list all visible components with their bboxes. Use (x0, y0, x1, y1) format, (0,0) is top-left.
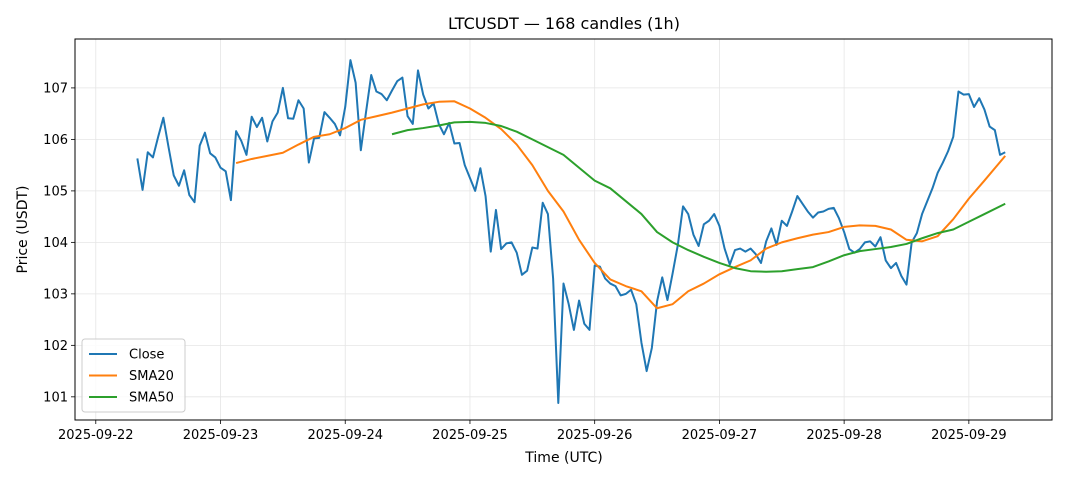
x-tick-label: 2025-09-24 (307, 428, 383, 443)
series-line-sma50 (391, 120, 1006, 273)
x-tick-label: 2025-09-28 (806, 428, 882, 443)
x-tick-label: 2025-09-23 (183, 428, 259, 443)
plot-lines (136, 59, 1006, 405)
x-tick-label: 2025-09-26 (557, 428, 633, 443)
x-tick-label: 2025-09-25 (432, 428, 508, 443)
y-axis-label: Price (USDT) (15, 186, 31, 274)
series-line-sma20 (235, 100, 1006, 310)
y-axis: 101 102 103 104 105 106 107 (43, 81, 75, 405)
y-tick-label: 105 (43, 184, 68, 199)
chart-title: LTCUSDT — 168 candles (1h) (448, 14, 680, 33)
y-tick-label: 104 (43, 236, 68, 251)
x-tick-label: 2025-09-27 (682, 428, 758, 443)
y-tick-label: 102 (43, 339, 68, 354)
x-tick-label: 2025-09-22 (58, 428, 134, 443)
y-tick-label: 103 (43, 287, 68, 302)
legend: Close SMA20 SMA50 (81, 338, 186, 413)
x-axis: 2025-09-22 2025-09-23 2025-09-24 2025-09-25… (58, 420, 1007, 443)
legend-label: SMA50 (129, 391, 174, 406)
legend-label: Close (129, 348, 164, 363)
y-tick-label: 107 (43, 81, 68, 96)
plot-frame (74, 38, 1053, 421)
x-axis-label: Time (UTC) (524, 450, 602, 466)
y-tick-label: 101 (43, 390, 68, 405)
x-tick-label: 2025-09-29 (931, 428, 1007, 443)
y-tick-label: 106 (43, 133, 68, 148)
legend-box (81, 338, 186, 413)
legend-label: SMA20 (129, 369, 174, 384)
series-line-close (136, 59, 1006, 405)
